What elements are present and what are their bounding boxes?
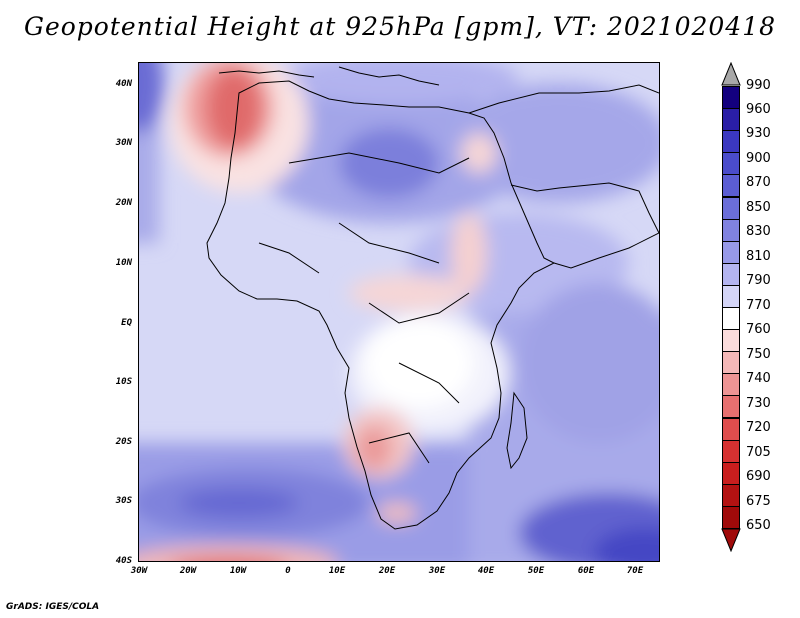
colorbar-swatch bbox=[722, 240, 740, 264]
colorbar-label: 675 bbox=[746, 494, 771, 509]
lon-label: 10E bbox=[328, 566, 346, 576]
colorbar-label: 960 bbox=[746, 102, 771, 117]
footer-credit: GrADS: IGES/COLA bbox=[6, 602, 100, 612]
colorbar-label: 740 bbox=[746, 371, 771, 386]
colorbar-swatch bbox=[722, 130, 740, 154]
colorbar-swatch bbox=[722, 505, 740, 529]
colorbar-label: 870 bbox=[746, 175, 771, 190]
lon-label: 20W bbox=[179, 566, 197, 576]
lat-label: 40N bbox=[115, 79, 132, 89]
colorbar-swatch bbox=[722, 461, 740, 485]
lon-label: 40E bbox=[477, 566, 495, 576]
lon-label: 30E bbox=[428, 566, 446, 576]
colorbar-swatch bbox=[722, 262, 740, 286]
lon-label: 30W bbox=[130, 566, 148, 576]
lon-label: 20E bbox=[378, 566, 396, 576]
colorbar-label: 730 bbox=[746, 396, 771, 411]
colorbar-label: 750 bbox=[746, 347, 771, 362]
colorbar-swatch bbox=[722, 174, 740, 198]
colorbar-swatch bbox=[722, 483, 740, 507]
lat-label: EQ bbox=[121, 318, 132, 328]
colorbar-swatch bbox=[722, 351, 740, 375]
colorbar-swatch bbox=[722, 329, 740, 353]
lon-label: 60E bbox=[577, 566, 595, 576]
lat-label: 30S bbox=[115, 496, 132, 506]
colorbar-swatch bbox=[722, 218, 740, 242]
colorbar-label: 900 bbox=[746, 151, 771, 166]
lon-label: 50E bbox=[527, 566, 545, 576]
colorbar-label: 850 bbox=[746, 200, 771, 215]
colorbar-swatch bbox=[722, 439, 740, 463]
colorbar-swatch bbox=[722, 373, 740, 397]
colorbar-label: 790 bbox=[746, 273, 771, 288]
lat-label: 30N bbox=[115, 138, 132, 148]
lon-label: 10W bbox=[229, 566, 247, 576]
lat-label: 20S bbox=[115, 437, 132, 447]
lat-label: 10N bbox=[115, 258, 132, 268]
lat-label: 20N bbox=[115, 198, 132, 208]
colorbar bbox=[722, 86, 740, 529]
colorbar-swatch bbox=[722, 307, 740, 331]
colorbar-swatch bbox=[722, 284, 740, 308]
colorbar-swatch bbox=[722, 417, 740, 441]
colorbar-swatch bbox=[722, 108, 740, 132]
lat-label: 40S bbox=[115, 556, 132, 566]
lat-label: 10S bbox=[115, 377, 132, 387]
colorbar-label: 830 bbox=[746, 224, 771, 239]
map-title: Geopotential Height at 925hPa [gpm], VT:… bbox=[23, 12, 777, 41]
colorbar-label: 760 bbox=[746, 322, 771, 337]
colorbar-label: 990 bbox=[746, 78, 771, 93]
colorbar-label: 720 bbox=[746, 420, 771, 435]
coastlines bbox=[206, 66, 659, 530]
map-panel bbox=[138, 62, 660, 562]
colorbar-label: 705 bbox=[746, 445, 771, 460]
colorbar-over-arrow bbox=[721, 62, 741, 86]
colorbar-swatch bbox=[722, 152, 740, 176]
colorbar-label: 810 bbox=[746, 249, 771, 264]
colorbar-swatch bbox=[722, 395, 740, 419]
lon-label: 70E bbox=[626, 566, 644, 576]
colorbar-label: 690 bbox=[746, 469, 771, 484]
lon-label: 0 bbox=[285, 566, 291, 576]
colorbar-label: 770 bbox=[746, 298, 771, 313]
colorbar-swatch bbox=[722, 86, 740, 110]
colorbar-label: 930 bbox=[746, 126, 771, 141]
colorbar-under-arrow bbox=[721, 528, 741, 552]
colorbar-swatch bbox=[722, 196, 740, 220]
height-field bbox=[139, 63, 659, 561]
colorbar-label: 650 bbox=[746, 518, 771, 533]
